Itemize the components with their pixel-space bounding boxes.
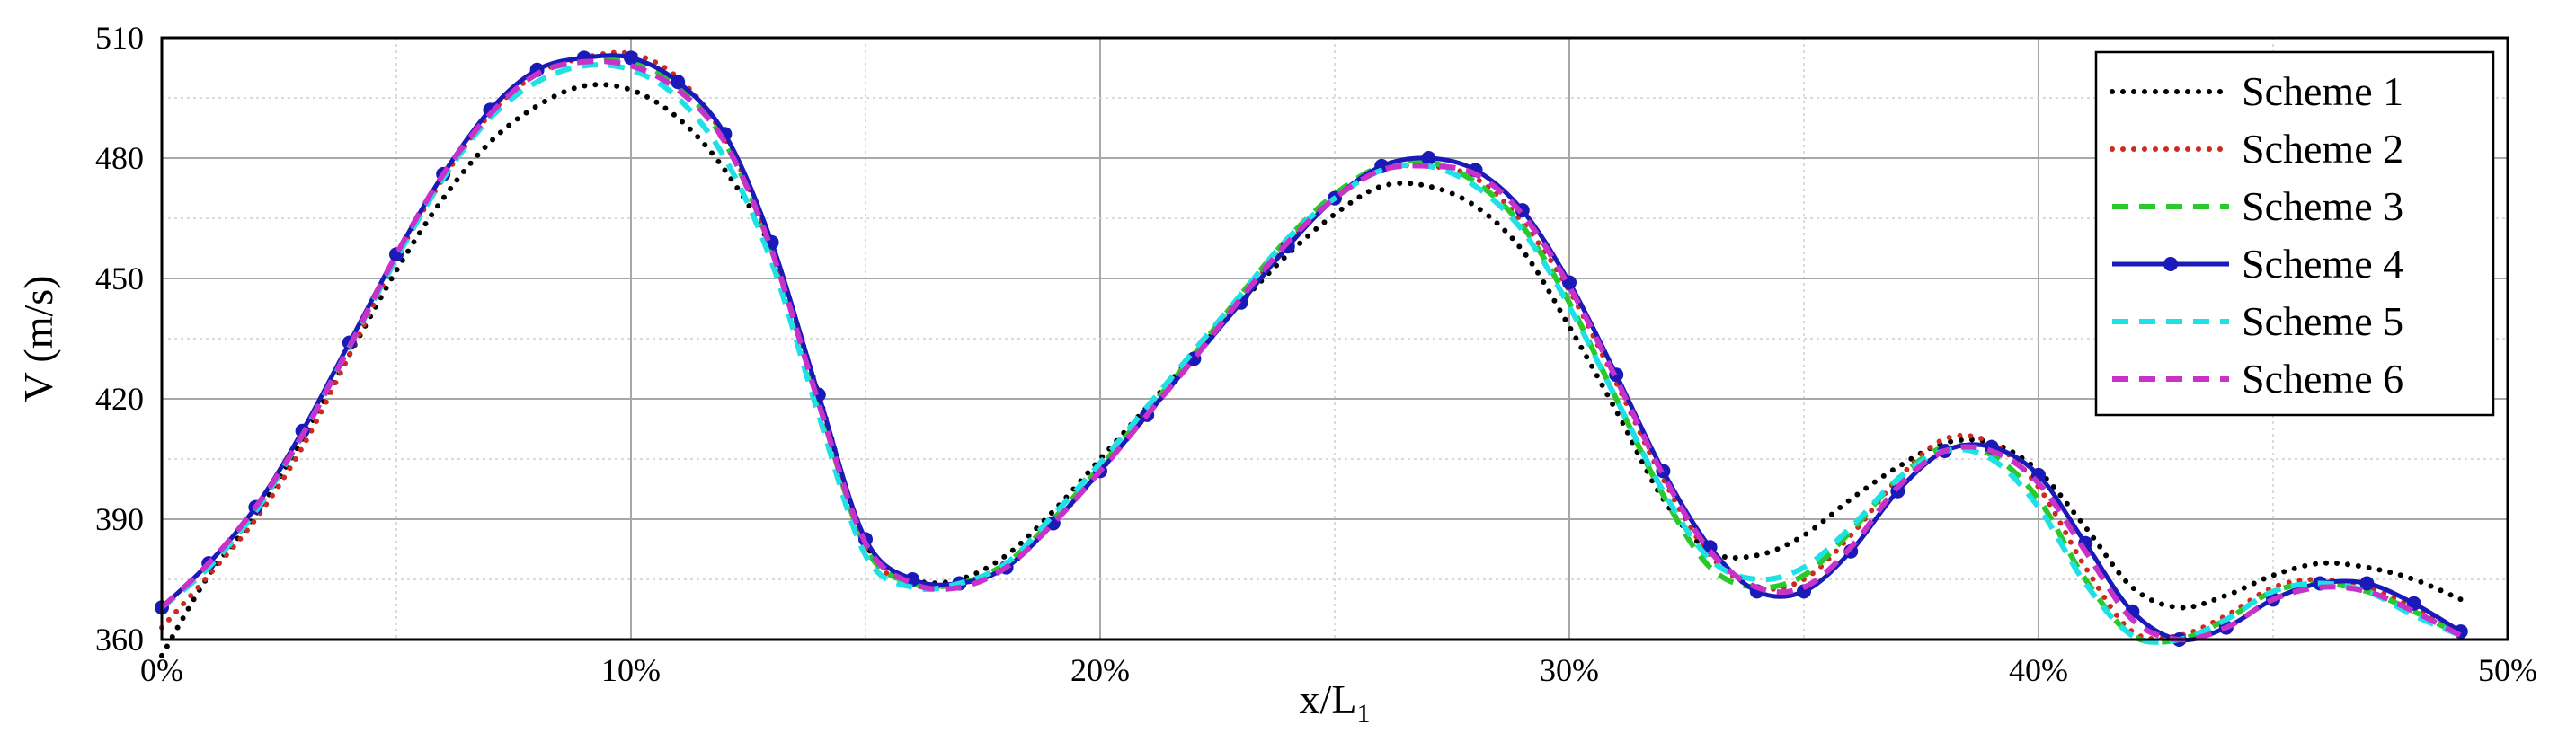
y-tick-label: 360 <box>95 622 144 658</box>
legend-item-scheme-4: Scheme 4 <box>2112 241 2403 287</box>
series-scheme-6-line <box>159 58 2463 643</box>
data-point <box>1421 151 1436 165</box>
x-tick-label: 0% <box>140 652 183 688</box>
x-tick-label: 20% <box>1070 652 1130 688</box>
y-axis-label: V (m/s) <box>15 276 61 402</box>
legend-item-scheme-5: Scheme 5 <box>2112 298 2403 344</box>
x-tick-label: 50% <box>2478 652 2537 688</box>
legend-item-scheme-1: Scheme 1 <box>2110 68 2403 114</box>
legend-item-scheme-3: Scheme 3 <box>2112 183 2403 229</box>
series-scheme-5-line <box>160 62 2462 645</box>
legend-label: Scheme 1 <box>2242 68 2403 114</box>
tick-labels: 0% 10% 20% 30% 40% 50% 360 390 420 450 480 510 <box>95 20 2537 688</box>
legend-label: Scheme 3 <box>2242 183 2403 229</box>
y-tick-label: 480 <box>95 140 144 176</box>
legend-label: Scheme 5 <box>2242 298 2403 344</box>
y-tick-label: 390 <box>95 501 144 537</box>
data-point <box>671 75 686 90</box>
legend-item-scheme-6: Scheme 6 <box>2112 356 2403 402</box>
series-scheme-5 <box>160 62 2462 645</box>
data-point <box>905 572 920 587</box>
legend-item-scheme-2: Scheme 2 <box>2110 126 2403 172</box>
y-tick-label: 420 <box>95 381 144 417</box>
legend-label: Scheme 6 <box>2242 356 2403 402</box>
data-point <box>1702 540 1718 555</box>
x-tick-label: 40% <box>2009 652 2068 688</box>
legend-label: Scheme 2 <box>2242 126 2403 172</box>
series-scheme-6 <box>159 58 2463 643</box>
x-axis-label-subscript: 1 <box>1356 699 1370 729</box>
plot-frame <box>160 36 2509 641</box>
y-tick-label: 510 <box>95 20 144 56</box>
legend-label: Scheme 4 <box>2242 241 2403 287</box>
data-point <box>624 50 638 66</box>
legend: Scheme 1 Scheme 2 Scheme 3 Scheme 4 Scheme 5… <box>2094 50 2495 417</box>
legend-box <box>2094 50 2495 417</box>
x-axis-label: x/L1 <box>1300 676 1371 729</box>
series-layer <box>155 49 2468 658</box>
data-point <box>2359 576 2375 591</box>
x-tick-label: 10% <box>601 652 661 688</box>
y-tick-label: 450 <box>95 261 144 296</box>
x-tick-label: 30% <box>1540 652 1599 688</box>
legend-marker <box>2163 257 2178 271</box>
